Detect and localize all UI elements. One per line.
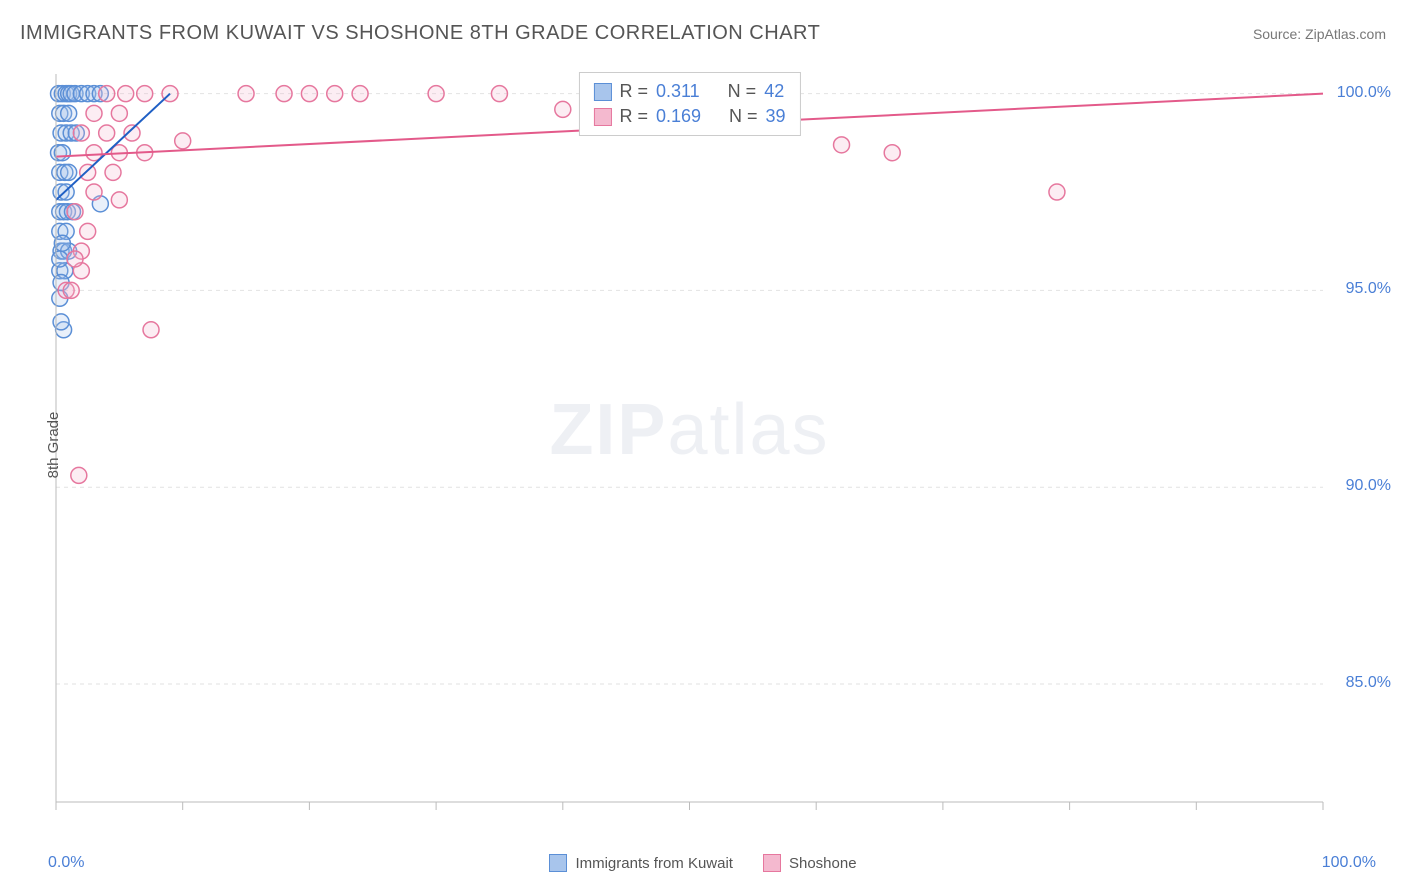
stats-row-0: R = 0.311 N = 42 xyxy=(593,79,785,104)
page-title: IMMIGRANTS FROM KUWAIT VS SHOSHONE 8TH G… xyxy=(20,22,820,45)
r-label: R = xyxy=(619,106,648,127)
stats-row-1: R = 0.169 N = 39 xyxy=(593,104,785,129)
legend-item-0: Immigrants from Kuwait xyxy=(549,854,733,872)
stats-swatch xyxy=(593,108,611,126)
y-tick-95: 95.0% xyxy=(1346,280,1391,298)
legend-label: Shoshone xyxy=(789,855,857,872)
source-label: Source: ZipAtlas.com xyxy=(1253,26,1386,42)
stats-swatch xyxy=(593,83,611,101)
legend-bottom: Immigrants from Kuwait Shoshone xyxy=(0,854,1406,872)
y-tick-90: 90.0% xyxy=(1346,477,1391,495)
stats-box: R = 0.311 N = 42 R = 0.169 N = 39 xyxy=(578,72,800,136)
n-label: N = xyxy=(728,81,757,102)
scatter-plot xyxy=(48,68,1331,822)
n-value: 42 xyxy=(764,81,784,102)
y-axis-label: 8th Grade xyxy=(45,412,62,479)
chart-container: 8th Grade ZIPatlas R =0.311N =42R =0.169… xyxy=(48,68,1331,822)
legend-swatch xyxy=(549,854,567,872)
r-value: 0.311 xyxy=(656,81,700,102)
r-label: R = xyxy=(619,81,648,102)
legend-label: Immigrants from Kuwait xyxy=(575,855,733,872)
n-label: N = xyxy=(729,106,758,127)
r-value: 0.169 xyxy=(656,106,701,127)
y-tick-85: 85.0% xyxy=(1346,674,1391,692)
legend-swatch xyxy=(763,854,781,872)
legend-item-1: Shoshone xyxy=(763,854,857,872)
n-value: 39 xyxy=(766,106,786,127)
y-tick-100: 100.0% xyxy=(1337,84,1391,102)
